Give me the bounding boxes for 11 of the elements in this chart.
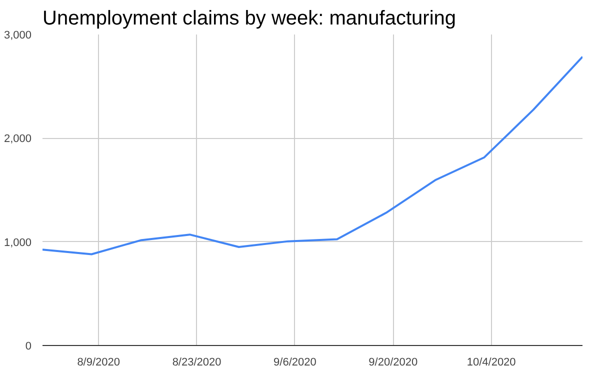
y-tick-label: 0 (25, 340, 32, 352)
x-tick-label: 10/4/2020 (466, 356, 516, 368)
x-tick-label: 8/9/2020 (77, 356, 120, 368)
y-tick-label: 2,000 (4, 133, 32, 146)
x-tick-label: 9/6/2020 (274, 356, 316, 368)
chart-title: Unemployment claims by week: manufacturing (42, 8, 456, 30)
y-tick-label: 3,000 (4, 30, 32, 42)
y-tick-label: 1,000 (4, 236, 32, 249)
x-tick-label: 8/23/2020 (172, 356, 222, 368)
x-tick-label: 9/20/2020 (368, 356, 418, 368)
line-series (42, 56, 582, 256)
